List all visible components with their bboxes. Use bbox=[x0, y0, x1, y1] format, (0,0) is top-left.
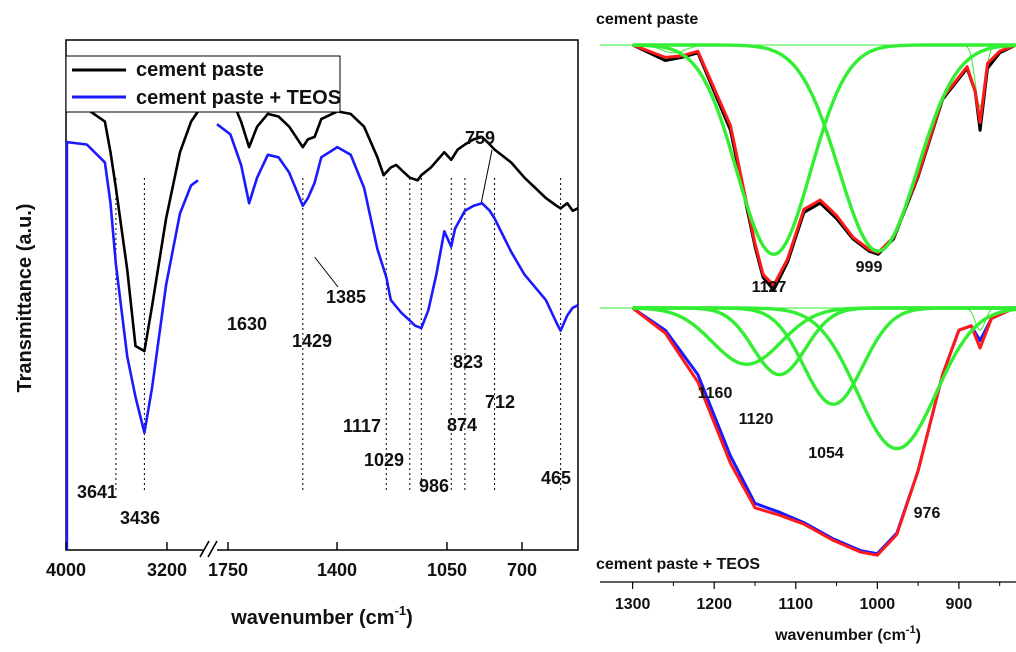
legend-label-cement-paste: cement paste bbox=[136, 59, 264, 81]
legend-box bbox=[65, 55, 341, 113]
peak-label-874: 874 bbox=[447, 415, 477, 435]
right-chart: cement paste 1127 999 1160 1120 1054 976 cem… bbox=[596, 11, 1016, 644]
rt-group-series-1 bbox=[632, 43, 1016, 287]
right-bottom-band-label-1054: 1054 bbox=[808, 445, 844, 462]
legend-label-cement-paste-teos: cement paste + TEOS bbox=[136, 87, 341, 109]
left-x-axis-label: wavenumber (cm-1) bbox=[230, 603, 413, 629]
peak-label-1630: 1630 bbox=[227, 314, 267, 334]
right-bottom-title: cement paste + TEOS bbox=[596, 556, 760, 573]
left-series-line-0-0 bbox=[65, 107, 200, 353]
right-x-ticks: 1300120011001000900800 bbox=[615, 582, 1001, 613]
right-x-axis-label: wavenumber (cm-1) bbox=[774, 624, 921, 644]
peak-label-986: 986 bbox=[419, 476, 449, 496]
right-bottom-band-label-1160: 1160 bbox=[698, 385, 733, 402]
left-series-group bbox=[65, 84, 579, 550]
rb-group-band-976 bbox=[632, 306, 1016, 451]
rb-group-series-0 bbox=[631, 306, 1016, 556]
right-top-band-label-999: 999 bbox=[856, 259, 883, 276]
legend: cement paste cement paste + TEOS bbox=[65, 55, 341, 113]
right-top-title: cement paste bbox=[596, 11, 698, 28]
peak-label-1029: 1029 bbox=[364, 450, 404, 470]
peak-label-465: 465 bbox=[541, 468, 571, 488]
right-x-tick-label-900: 900 bbox=[946, 596, 973, 613]
axis-break-mark bbox=[199, 540, 218, 558]
left-series-line-1-1 bbox=[216, 123, 579, 332]
x-tick-label-1050: 1050 bbox=[427, 560, 467, 580]
rt-group-band-999 bbox=[632, 43, 1016, 253]
x-tick-label-3200: 3200 bbox=[147, 560, 187, 580]
peak-label-1385: 1385 bbox=[326, 287, 366, 307]
left-x-ticks: 4000 3200 1750 1400 1050 700 bbox=[46, 542, 537, 580]
rb-group-band-1160 bbox=[632, 306, 1016, 366]
peak-label-3641: 3641 bbox=[77, 482, 117, 502]
peak-label-3436: 3436 bbox=[120, 508, 160, 528]
peak-label-823: 823 bbox=[453, 352, 483, 372]
right-top-plot: 1127 999 bbox=[600, 43, 1016, 296]
right-bottom-band-label-976: 976 bbox=[914, 505, 941, 522]
x-tick-label-700: 700 bbox=[507, 560, 537, 580]
left-series-line-0-1 bbox=[216, 84, 579, 213]
right-bottom-plot: 1160 1120 1054 976 bbox=[600, 306, 1016, 557]
left-y-axis-label: Transmittance (a.u.) bbox=[14, 204, 36, 393]
peak-label-712: 712 bbox=[485, 392, 515, 412]
right-x-tick-label-1000: 1000 bbox=[860, 596, 896, 613]
peak-label-759: 759 bbox=[465, 128, 495, 148]
peak-label-1117: 1117 bbox=[343, 416, 381, 436]
right-bottom-band-label-1120: 1120 bbox=[739, 411, 774, 428]
right-x-tick-label-1200: 1200 bbox=[696, 596, 732, 613]
rb-group-series-1 bbox=[631, 306, 1016, 557]
peak-pointer-1385 bbox=[314, 256, 339, 288]
left-series-line-1-0 bbox=[65, 140, 199, 434]
peak-label-1429: 1429 bbox=[292, 331, 332, 351]
left-plot-frame bbox=[65, 39, 579, 551]
x-tick-label-4000: 4000 bbox=[46, 560, 86, 580]
x-tick-label-1750: 1750 bbox=[208, 560, 248, 580]
rt-group-series-0 bbox=[631, 43, 1016, 292]
peak-pointer-759 bbox=[480, 149, 493, 205]
left-peak-guides bbox=[115, 149, 562, 492]
x-tick-label-1400: 1400 bbox=[317, 560, 357, 580]
right-x-tick-label-1300: 1300 bbox=[615, 596, 651, 613]
right-x-tick-label-1100: 1100 bbox=[778, 596, 813, 613]
right-top-band-label-1127: 1127 bbox=[752, 279, 787, 296]
